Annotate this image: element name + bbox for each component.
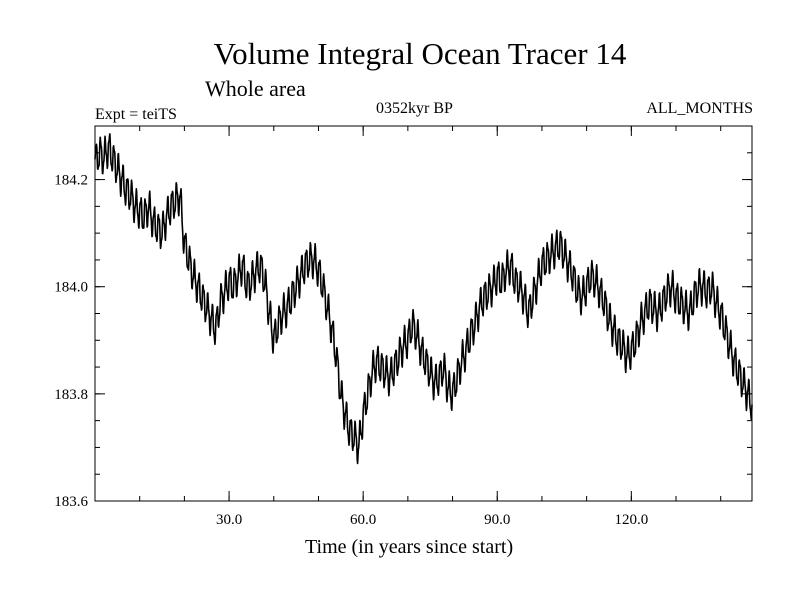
tick-labels: 30.0 60.0 90.0 120.0 183.6 183.8 184.0 184.2 bbox=[54, 173, 648, 528]
x-tick-label: 90.0 bbox=[484, 512, 510, 528]
x-tick-label: 120.0 bbox=[614, 512, 648, 528]
axis-ticks bbox=[95, 126, 752, 502]
x-tick-label: 30.0 bbox=[216, 512, 242, 528]
epoch-annotation: 0352kyr BP bbox=[376, 100, 453, 117]
y-tick-label: 184.2 bbox=[54, 173, 88, 189]
chart-subtitle: Whole area bbox=[205, 76, 306, 101]
months-annotation: ALL_MONTHS bbox=[646, 100, 753, 117]
series-line bbox=[94, 133, 753, 465]
x-axis-label: Time (in years since start) bbox=[305, 536, 514, 558]
x-tick-label: 60.0 bbox=[350, 512, 376, 528]
y-tick-label: 183.8 bbox=[54, 387, 88, 403]
chart-title: Volume Integral Ocean Tracer 14 bbox=[213, 36, 627, 71]
y-tick-label: 183.6 bbox=[54, 494, 88, 510]
y-tick-label: 184.0 bbox=[54, 280, 88, 296]
experiment-annotation: Expt = teiTS bbox=[95, 106, 177, 123]
